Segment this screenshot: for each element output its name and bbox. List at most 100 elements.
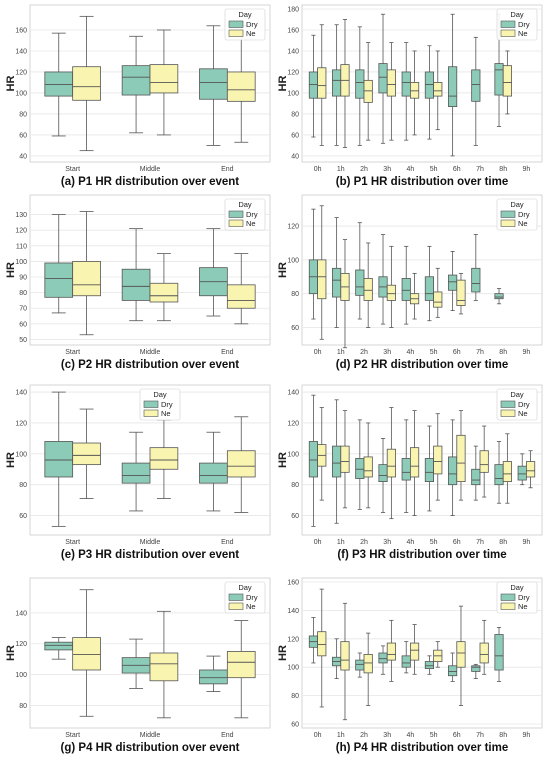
y-tick-label: 130 bbox=[15, 212, 27, 219]
y-tick-label: 60 bbox=[19, 321, 27, 328]
x-tick-label: 0h bbox=[314, 732, 322, 739]
legend-swatch-ne bbox=[500, 29, 516, 37]
box-iqr bbox=[471, 267, 481, 293]
x-tick-label: 8h bbox=[499, 539, 507, 546]
x-tick-label: 8h bbox=[499, 732, 507, 739]
box-iqr bbox=[456, 279, 466, 306]
box-ne-3h bbox=[386, 245, 396, 328]
legend-swatch-dry bbox=[500, 20, 516, 28]
box-ne-1h bbox=[340, 239, 350, 349]
legend-label-dry: Dry bbox=[161, 400, 173, 409]
legend-label-dry: Dry bbox=[246, 210, 258, 219]
box-iqr bbox=[409, 447, 420, 478]
box-iqr bbox=[401, 458, 411, 481]
y-tick-label: 80 bbox=[291, 482, 299, 489]
box-iqr bbox=[149, 282, 179, 303]
box-ne-8h bbox=[502, 433, 512, 504]
x-tick-label: 5h bbox=[430, 732, 438, 739]
y-tick-label: 160 bbox=[15, 27, 27, 34]
box-iqr bbox=[317, 259, 327, 300]
box-iqr bbox=[378, 652, 388, 664]
y-tick-label: 120 bbox=[15, 228, 27, 235]
box-iqr bbox=[149, 652, 179, 682]
box-dry-End bbox=[199, 431, 228, 512]
box-iqr bbox=[317, 631, 327, 657]
x-tick-label: 5h bbox=[430, 166, 438, 173]
box-dry-3h bbox=[378, 234, 388, 325]
box-dry-Middle bbox=[121, 431, 151, 512]
x-tick-label: 9h bbox=[523, 349, 531, 356]
panel-h: 60 80 100 120 140 160 HR 0h 1h 2h 3h 4h 5h 6h 7h 8h 9h Da… bbox=[277, 577, 543, 754]
box-dry-5h bbox=[424, 245, 434, 322]
box-ne-8h bbox=[502, 50, 512, 115]
y-tick-label: 120 bbox=[287, 420, 299, 427]
box-iqr bbox=[308, 71, 318, 99]
y-tick-label: 100 bbox=[287, 90, 299, 97]
box-dry-Middle bbox=[121, 228, 151, 322]
panel-d: 60 80 100 120 HR 0h 1h 2h 3h 4h 5h 6h 7h 8h 9h DayDryNe… bbox=[277, 194, 543, 371]
x-tick-label: 4h bbox=[407, 732, 415, 739]
box-ne-2h bbox=[363, 422, 373, 509]
box-iqr bbox=[448, 66, 458, 107]
y-axis-label: HR bbox=[5, 76, 17, 92]
box-iqr bbox=[502, 461, 512, 483]
box-iqr bbox=[199, 68, 228, 100]
x-tick-label: 8h bbox=[499, 349, 507, 356]
box-iqr bbox=[363, 79, 373, 103]
y-axis-label: HR bbox=[5, 262, 17, 278]
box-iqr bbox=[456, 641, 466, 668]
legend-swatch-ne bbox=[228, 219, 244, 227]
box-iqr bbox=[386, 448, 396, 478]
box-iqr bbox=[386, 69, 396, 97]
legend-label-ne: Ne bbox=[246, 29, 256, 38]
y-tick-label: 140 bbox=[15, 610, 27, 617]
box-ne-5h bbox=[433, 267, 443, 318]
y-tick-label: 140 bbox=[15, 390, 27, 397]
box-iqr bbox=[386, 642, 396, 661]
box-iqr bbox=[149, 64, 179, 94]
x-tick-label: Middle bbox=[140, 539, 161, 546]
legend-swatch-ne bbox=[500, 409, 516, 417]
x-tick-label: 5h bbox=[430, 539, 438, 546]
box-iqr bbox=[471, 69, 481, 102]
box-iqr bbox=[121, 65, 151, 96]
y-axis-label: HR bbox=[277, 452, 289, 468]
legend-swatch-dry bbox=[228, 210, 244, 218]
legend-title: Day bbox=[510, 10, 524, 19]
y-tick-label: 100 bbox=[15, 90, 27, 97]
box-ne-Middle bbox=[149, 29, 179, 136]
box-iqr bbox=[363, 654, 373, 674]
box-ne-6h bbox=[456, 272, 466, 315]
box-ne-4h bbox=[409, 410, 420, 516]
legend-swatch-ne bbox=[500, 602, 516, 610]
box-ne-Start bbox=[72, 589, 101, 717]
legend-label-dry: Dry bbox=[518, 400, 530, 409]
box-iqr bbox=[317, 67, 327, 99]
legend-label-ne: Ne bbox=[518, 219, 528, 228]
box-iqr bbox=[72, 66, 101, 101]
x-tick-label: End bbox=[221, 539, 234, 546]
legend-swatch-dry bbox=[500, 593, 516, 601]
box-dry-2h bbox=[355, 26, 365, 146]
x-tick-label: 3h bbox=[383, 166, 391, 173]
y-axis-label: HR bbox=[277, 262, 289, 278]
box-dry-Middle bbox=[121, 35, 151, 134]
x-tick-label: 9h bbox=[523, 166, 531, 173]
x-tick-label: 6h bbox=[453, 539, 461, 546]
box-ne-0h bbox=[317, 24, 327, 146]
legend-title: Day bbox=[510, 200, 524, 209]
x-tick-label: 4h bbox=[407, 349, 415, 356]
box-iqr bbox=[363, 278, 373, 301]
y-tick-label: 100 bbox=[15, 451, 27, 458]
box-dry-7h bbox=[471, 36, 481, 146]
box-ne-End bbox=[226, 253, 256, 325]
box-iqr bbox=[44, 71, 74, 97]
y-tick-label: 180 bbox=[287, 7, 299, 14]
x-tick-label: 7h bbox=[476, 539, 484, 546]
y-tick-label: 100 bbox=[15, 672, 27, 679]
box-iqr bbox=[199, 462, 228, 484]
box-iqr bbox=[471, 665, 481, 672]
box-ne-7h bbox=[479, 425, 489, 498]
